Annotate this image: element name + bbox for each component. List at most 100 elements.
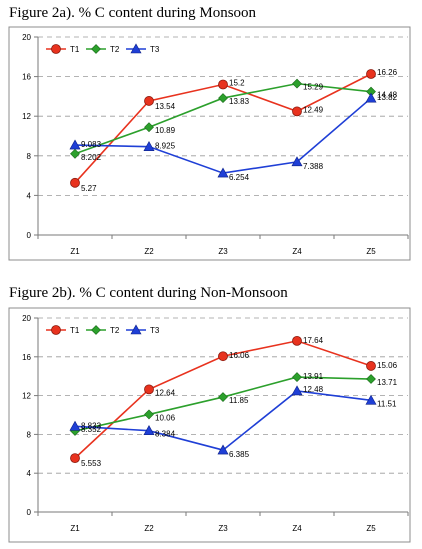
series-T3	[69, 385, 377, 455]
legend-marker	[130, 324, 142, 335]
legend-marker	[51, 325, 61, 335]
data-label: 8.202	[81, 153, 102, 162]
data-label: 6.254	[229, 173, 250, 182]
chart-b-title: Figure 2b). % C content during Non-Monso…	[9, 285, 288, 301]
data-point	[217, 167, 229, 178]
data-point	[366, 374, 376, 384]
chart-a-title: Figure 2a). % C content during Monsoon	[9, 5, 257, 21]
x-tick-label: Z4	[292, 524, 302, 533]
data-point	[292, 335, 302, 346]
data-point	[218, 392, 228, 402]
data-point	[365, 92, 377, 103]
x-tick-label: Z2	[144, 524, 154, 533]
data-point	[70, 453, 80, 464]
legend: T1 T2 T3	[46, 43, 160, 54]
series-T3	[69, 92, 377, 178]
legend-label: T3	[150, 45, 160, 54]
y-tick-label: 0	[27, 508, 32, 517]
data-label: 8.352	[81, 425, 102, 434]
legend: T1 T2 T3	[46, 324, 160, 335]
legend-marker	[91, 325, 101, 335]
data-point	[69, 420, 81, 431]
data-point	[292, 78, 302, 89]
data-label: 12.49	[303, 105, 324, 114]
y-tick-label: 0	[27, 231, 32, 240]
series-T2	[70, 78, 376, 159]
x-tick-label: Z4	[292, 247, 302, 256]
chart-frame	[8, 307, 411, 543]
data-label: 17.64	[303, 336, 324, 345]
data-label: 13.54	[155, 102, 176, 111]
series-T1	[70, 69, 376, 188]
x-tick-label: Z3	[218, 524, 228, 533]
data-label: 16.26	[377, 68, 398, 77]
data-point	[144, 409, 154, 420]
data-point	[69, 139, 81, 150]
data-point	[366, 361, 376, 371]
data-label: 8.833	[81, 421, 102, 430]
data-label: 16.06	[229, 351, 250, 360]
chart-a: 0 4 8 12 16 20 Z1 Z2 Z3 Z4 Z5 5.27 13.54 15.2 12.49 16.…	[8, 26, 411, 261]
data-label: 11.51	[377, 399, 397, 408]
y-tick-label: 16	[22, 353, 31, 362]
data-point	[218, 79, 228, 90]
x-tick-label: Z5	[366, 247, 376, 256]
data-label: 13.91	[303, 372, 324, 381]
data-point	[366, 69, 376, 79]
y-tick-label: 20	[22, 314, 31, 323]
data-point	[291, 156, 303, 167]
data-label: 6.385	[229, 450, 250, 459]
y-tick-label: 12	[22, 112, 31, 121]
data-point	[292, 372, 302, 382]
data-label: 7.388	[303, 162, 324, 171]
data-label: 13.71	[377, 378, 398, 387]
data-label: 13.82	[377, 93, 398, 102]
data-point	[291, 385, 303, 396]
x-tick-label: Z2	[144, 247, 154, 256]
x-tick-label: Z3	[218, 247, 228, 256]
legend-label: T1	[70, 45, 80, 54]
data-point	[218, 93, 228, 104]
data-point	[70, 177, 80, 188]
series-T1	[70, 335, 376, 464]
data-label: 5.27	[81, 184, 97, 193]
data-label: 5.553	[81, 459, 102, 468]
data-label: 8.384	[155, 430, 176, 439]
data-point	[144, 96, 154, 106]
legend-marker	[51, 44, 61, 54]
x-tick-label: Z1	[70, 247, 80, 256]
data-point	[144, 122, 154, 133]
y-tick-label: 8	[27, 152, 32, 161]
data-label: 10.06	[155, 413, 176, 422]
data-point	[143, 141, 155, 151]
data-point	[217, 444, 229, 455]
data-point	[365, 394, 377, 405]
data-label: 10.89	[155, 126, 176, 135]
data-point	[292, 106, 302, 117]
data-label: 11.85	[229, 396, 249, 405]
data-label: 14.48	[377, 91, 398, 100]
y-tick-label: 4	[27, 191, 32, 200]
data-point	[144, 384, 154, 395]
data-label: 8.925	[155, 142, 176, 151]
data-point	[143, 425, 155, 435]
y-tick-label: 16	[22, 73, 31, 82]
y-tick-label: 12	[22, 392, 31, 401]
data-label: 12.64	[155, 388, 176, 397]
legend-label: T2	[110, 326, 120, 335]
data-label: 13.83	[229, 97, 250, 106]
x-tick-label: Z1	[70, 524, 80, 533]
data-label: 15.29	[303, 83, 324, 92]
legend-marker	[91, 44, 101, 54]
data-point	[70, 148, 80, 159]
legend-label: T1	[70, 326, 80, 335]
legend-label: T2	[110, 45, 120, 54]
data-label: 15.06	[377, 361, 398, 370]
x-tick-label: Z5	[366, 524, 376, 533]
data-point	[218, 351, 228, 362]
data-label: 9.083	[81, 140, 102, 149]
data-label: 12.48	[303, 385, 324, 394]
data-label: 15.2	[229, 79, 245, 88]
legend-marker	[130, 43, 142, 54]
